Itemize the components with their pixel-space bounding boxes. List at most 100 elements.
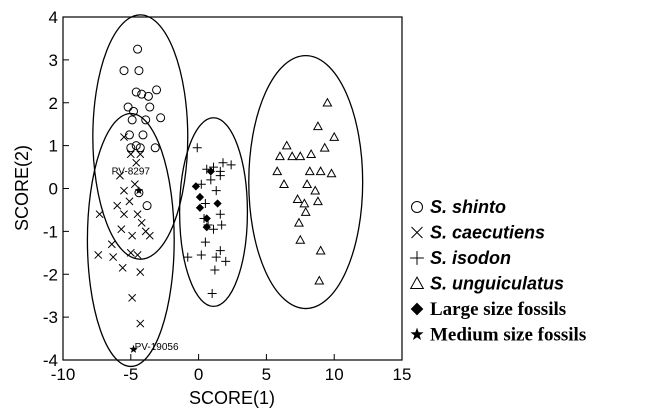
- point-s2-18: [107, 240, 116, 249]
- point-s4-2: [312, 121, 323, 131]
- point-s5-5: [213, 199, 222, 208]
- point-s3-8: [196, 179, 206, 189]
- point-s2-17: [145, 231, 154, 240]
- y-tick-label: -1: [43, 222, 58, 241]
- point-s5-6: [202, 214, 211, 223]
- annotation-label: PV-19056: [135, 342, 179, 353]
- y-tick-label: 1: [49, 137, 58, 156]
- point-s4-22: [295, 234, 306, 244]
- point-s4-10: [272, 166, 283, 176]
- point-s2-24: [136, 268, 145, 277]
- legend-marker-x: [411, 226, 423, 239]
- point-s4-17: [292, 194, 303, 204]
- point-s2-9: [113, 201, 122, 210]
- y-tick-label: -3: [43, 308, 58, 327]
- group-ellipse-1: [92, 14, 189, 260]
- point-s1-18: [126, 143, 136, 153]
- point-s1-5: [137, 89, 147, 99]
- point-s4-24: [314, 275, 325, 285]
- point-s2-8: [125, 197, 134, 206]
- x-axis-title: SCORE(1): [189, 388, 275, 408]
- point-s4-23: [315, 245, 326, 255]
- point-s1-1: [133, 44, 143, 54]
- legend-label: Medium size fossils: [430, 325, 586, 346]
- point-s4-20: [300, 206, 311, 216]
- point-s4-21: [293, 217, 304, 227]
- point-s2-23: [118, 263, 127, 272]
- point-s2-26: [136, 319, 145, 328]
- y-tick-label: 2: [49, 94, 58, 113]
- point-s2-13: [137, 218, 146, 227]
- point-s2-7: [130, 180, 139, 189]
- point-s5-4: [195, 203, 205, 212]
- point-s1-10: [145, 102, 155, 112]
- point-s2-21: [133, 251, 142, 259]
- point-s3-14: [217, 220, 227, 230]
- point-s4-6: [274, 151, 285, 161]
- point-s3-9: [215, 171, 225, 181]
- y-tick-label: 0: [49, 180, 58, 199]
- legend-marker-diamond: [410, 302, 424, 316]
- point-s3-1: [192, 143, 202, 153]
- legend-marker-triangle: [409, 276, 425, 290]
- point-s3-2: [218, 158, 228, 168]
- point-s2-16: [128, 231, 137, 240]
- plot-frame: [62, 16, 403, 361]
- point-s4-8: [295, 151, 306, 161]
- point-s3-5: [226, 160, 236, 170]
- legend-label: S. shinto: [430, 197, 506, 217]
- point-s1-9: [123, 102, 133, 112]
- y-tick-label: 4: [49, 8, 58, 27]
- point-s1-11: [141, 115, 151, 125]
- data-points: [94, 44, 340, 353]
- point-s1-13: [127, 115, 137, 125]
- annotation-label: PV-8297: [112, 166, 151, 177]
- point-s1-17: [135, 143, 145, 153]
- legend-label: S. caecutiens: [430, 223, 545, 243]
- point-s1-8: [129, 106, 139, 116]
- point-s4-9: [306, 149, 317, 159]
- point-s2-22: [109, 253, 118, 262]
- x-tick-label: 5: [262, 365, 271, 384]
- point-s2-1: [120, 133, 128, 142]
- x-tick-label: 15: [393, 365, 412, 384]
- point-s5-1: [206, 167, 215, 176]
- y-tick-label: 3: [49, 51, 58, 70]
- point-s3-18: [196, 250, 206, 260]
- legend-marker-plus: [410, 251, 424, 265]
- legend-marker-star: [410, 327, 424, 341]
- point-s2-12: [133, 210, 142, 219]
- point-s1-19: [150, 143, 160, 153]
- point-s4-19: [299, 198, 310, 208]
- point-s3-12: [215, 209, 225, 219]
- point-s3-11: [200, 199, 210, 209]
- point-s3-16: [209, 224, 219, 234]
- point-s3-23: [210, 265, 220, 275]
- point-s4-7: [287, 151, 298, 161]
- point-s3-20: [211, 252, 221, 262]
- point-s2-10: [95, 210, 104, 219]
- point-s3-19: [215, 246, 225, 256]
- point-s4-12: [304, 166, 315, 176]
- point-s2-3: [136, 150, 145, 159]
- legend-label: Large size fossils: [430, 299, 566, 320]
- point-s2-6: [120, 186, 128, 195]
- point-s3-17: [200, 237, 210, 247]
- point-s1-4: [131, 87, 141, 97]
- legend-label: S. isodon: [430, 248, 511, 268]
- point-s1-15: [138, 130, 148, 140]
- point-s1-7: [152, 85, 162, 95]
- x-tick-label: -5: [123, 365, 138, 384]
- point-s2-2: [126, 150, 135, 159]
- y-tick-label: -2: [43, 265, 58, 284]
- y-tick-label: -4: [43, 351, 58, 370]
- legend: S. shinto S. caecutiens S. isodon S. unguic…: [409, 197, 586, 346]
- point-s1-2: [119, 66, 129, 76]
- legend-marker-circle: [411, 201, 423, 213]
- point-s3-7: [206, 175, 216, 185]
- point-s2-25: [128, 293, 137, 302]
- point-s2-19: [94, 251, 103, 259]
- point-s2-5: [115, 171, 124, 180]
